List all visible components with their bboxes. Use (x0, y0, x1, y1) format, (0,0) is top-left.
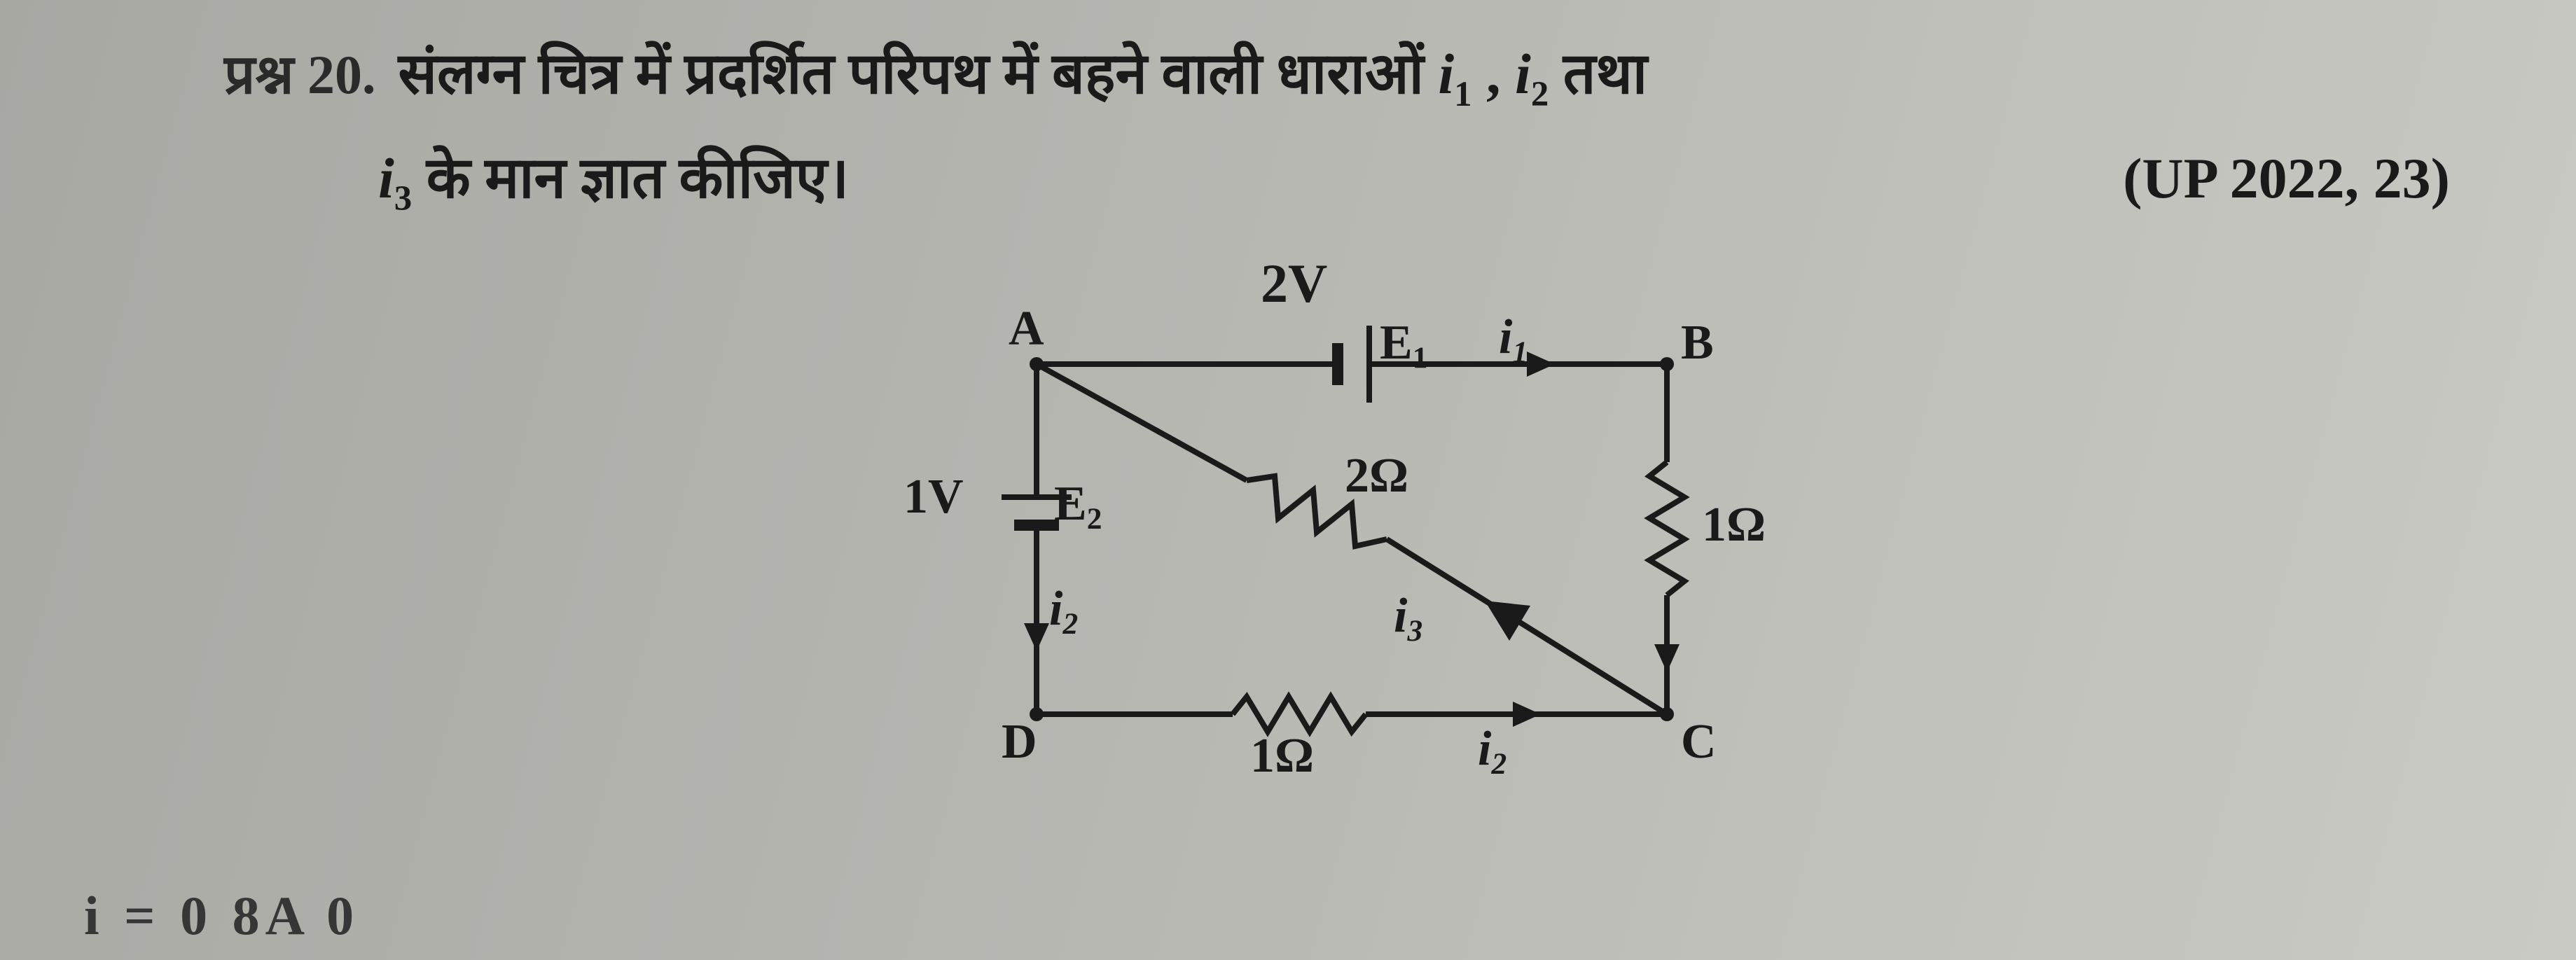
wire-diag-upper (1037, 364, 1247, 480)
resistor-right (1649, 462, 1684, 595)
label-R-right: 1Ω (1702, 497, 1766, 553)
arrow-i2-bottom (1513, 702, 1541, 727)
label-E2-value: 1V (903, 469, 964, 525)
circuit-diagram-wrap: 2V E1 i1 A B C D 1V E2 i2 1Ω 1Ω i2 2Ω (224, 196, 2492, 826)
label-node-C: C (1681, 714, 1717, 770)
label-node-B: B (1681, 315, 1714, 371)
label-i3: i3 (1394, 588, 1422, 644)
arrow-i2-left (1024, 623, 1049, 651)
wire-diag-lower (1387, 539, 1667, 714)
q-part1: संलग्न चित्र में प्रदर्शित परिपथ में बहन… (399, 42, 1439, 106)
partial-cropped-text: i = 0 8A 0 (84, 884, 359, 947)
label-E1-value: 2V (1261, 252, 1327, 315)
arrow-i3 (1485, 601, 1530, 641)
label-node-D: D (1002, 714, 1037, 770)
q-sep1: , (1472, 42, 1516, 106)
label-node-A: A (1009, 301, 1044, 357)
question-text-line-1: संलग्न चित्र में प्रदर्शित परिपथ में बहन… (399, 28, 1648, 120)
circuit-diagram: 2V E1 i1 A B C D 1V E2 i2 1Ω 1Ω i2 2Ω (896, 224, 1877, 798)
label-i1: i1 (1499, 309, 1528, 366)
label-E2: E2 (1054, 476, 1102, 532)
label-i2-bottom: i2 (1478, 721, 1507, 777)
var-i2: i2 (1515, 28, 1549, 120)
label-R-bottom: 1Ω (1250, 728, 1314, 784)
resistor-bottom (1233, 697, 1366, 732)
question-number: प्रश्न 20. (224, 35, 376, 109)
q-part2: तथा (1549, 42, 1647, 106)
label-E1: E1 (1380, 315, 1427, 371)
page-scan: प्रश्न 20. संलग्न चित्र में प्रदर्शित पर… (0, 0, 2576, 960)
var-i1: i1 (1438, 28, 1471, 120)
arrow-i1 (1527, 352, 1555, 377)
question-line-1: प्रश्न 20. संलग्न चित्र में प्रदर्शित पर… (224, 28, 2492, 120)
label-i2-left: i2 (1049, 581, 1078, 637)
label-R-diagonal: 2Ω (1345, 448, 1408, 504)
arrow-right-down (1654, 644, 1680, 672)
